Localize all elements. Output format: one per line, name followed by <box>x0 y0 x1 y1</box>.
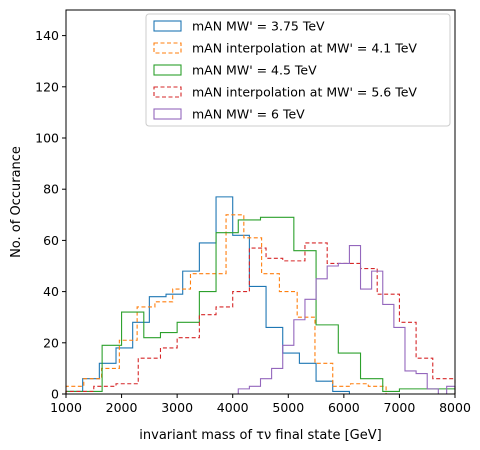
x-tick-label: 1000 <box>50 400 82 415</box>
y-axis-label: No. of Occurance <box>9 146 24 258</box>
x-tick-label: 4000 <box>217 400 249 415</box>
x-tick-label: 8000 <box>439 400 471 415</box>
x-axis: 1000 2000 3000 4000 5000 6000 7000 8000 <box>50 394 471 415</box>
legend-entry-label: mAN interpolation at MW' = 4.1 TeV <box>192 41 417 56</box>
x-tick-label: 3000 <box>161 400 193 415</box>
y-tick-label: 40 <box>43 284 59 299</box>
series-5-histogram <box>237 244 456 395</box>
legend: mAN MW' = 3.75 TeV mAN interpolation at M… <box>145 13 451 127</box>
y-tick-label: 100 <box>35 131 59 146</box>
legend-entry-label: mAN interpolation at MW' = 5.6 TeV <box>192 85 417 100</box>
legend-entry-label: mAN MW' = 4.5 TeV <box>192 63 317 78</box>
y-axis: 0 20 40 60 80 100 120 140 <box>35 28 66 402</box>
x-tick-label: 5000 <box>272 400 304 415</box>
legend-swatch <box>153 20 182 32</box>
x-tick-label: 2000 <box>106 400 138 415</box>
y-tick-label: 20 <box>43 335 59 350</box>
y-tick-label: 120 <box>35 79 59 94</box>
plot-frame <box>65 9 456 395</box>
legend-entry-label: mAN MW' = 6 TeV <box>192 107 305 122</box>
series-2-histogram <box>65 214 387 394</box>
y-tick-label: 80 <box>43 182 59 197</box>
legend-swatch <box>153 42 182 54</box>
series-4-histogram <box>65 242 456 394</box>
legend-entry-label: mAN MW' = 3.75 TeV <box>192 19 325 34</box>
x-axis-label: invariant mass of τν final state [GeV] <box>139 428 381 443</box>
y-tick-label: 60 <box>43 233 59 248</box>
series-1-histogram <box>65 196 350 394</box>
y-tick-label: 140 <box>35 28 59 43</box>
legend-swatch <box>153 64 182 76</box>
plot-marks <box>65 196 456 395</box>
legend-swatch <box>153 86 182 98</box>
x-tick-label: 7000 <box>384 400 416 415</box>
legend-swatch <box>153 108 182 120</box>
x-tick-label: 6000 <box>328 400 360 415</box>
y-tick-label: 0 <box>51 387 59 402</box>
legend-box <box>145 13 451 127</box>
series-3-histogram <box>65 216 456 394</box>
